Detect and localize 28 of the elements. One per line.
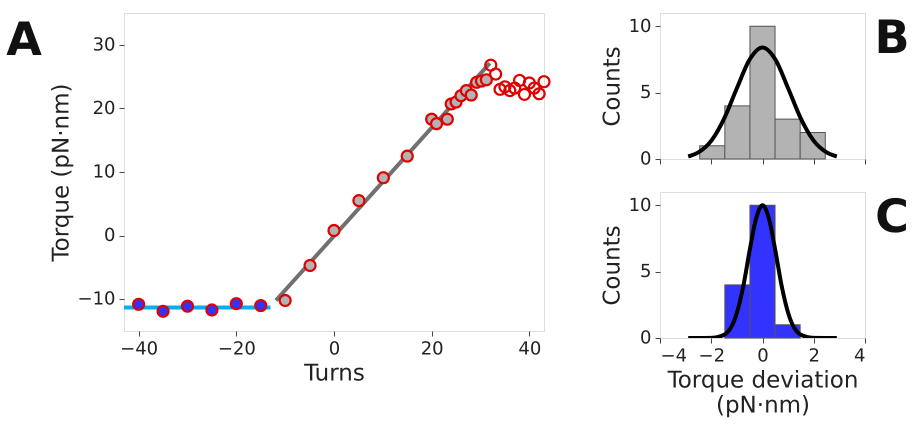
y-axis-title: Torque (pN·nm) — [48, 84, 75, 262]
x-tick-label: 40 — [518, 338, 542, 360]
y-tick-label: 0 — [640, 148, 652, 170]
y-tick-label: 0 — [104, 225, 116, 246]
text: A — [6, 12, 42, 66]
x-tick-label: −2 — [698, 346, 726, 366]
x-tick-label: 0 — [757, 346, 769, 366]
y-tick-label: 30 — [92, 34, 116, 56]
x-axis-title: Torque deviation (pN·nm) — [666, 368, 858, 418]
y-tick-label: 5 — [640, 261, 652, 282]
y-tick-label: 5 — [640, 82, 652, 104]
x-tick-label: −20 — [218, 338, 256, 360]
y-tick-label: 10 — [92, 162, 116, 182]
x-tick-label: 20 — [420, 338, 444, 360]
y-tick-label: 20 — [92, 98, 116, 119]
y-tick-label: −10 — [78, 288, 116, 310]
x-axis-title: Turns — [303, 360, 365, 386]
text: C — [875, 189, 909, 243]
x-tick-label: −40 — [120, 338, 158, 360]
x-tick-label: 2 — [808, 346, 820, 366]
y-tick-label: 10 — [628, 194, 652, 216]
x-tick-label: −4 — [660, 346, 688, 366]
y-tick-label: 10 — [628, 16, 652, 37]
y-axis-title: Counts — [600, 225, 626, 306]
x-tick-label: 0 — [328, 338, 340, 360]
y-axis-title: Counts — [600, 46, 626, 127]
x-tick-label: 4 — [854, 346, 866, 366]
text: B — [874, 10, 910, 64]
